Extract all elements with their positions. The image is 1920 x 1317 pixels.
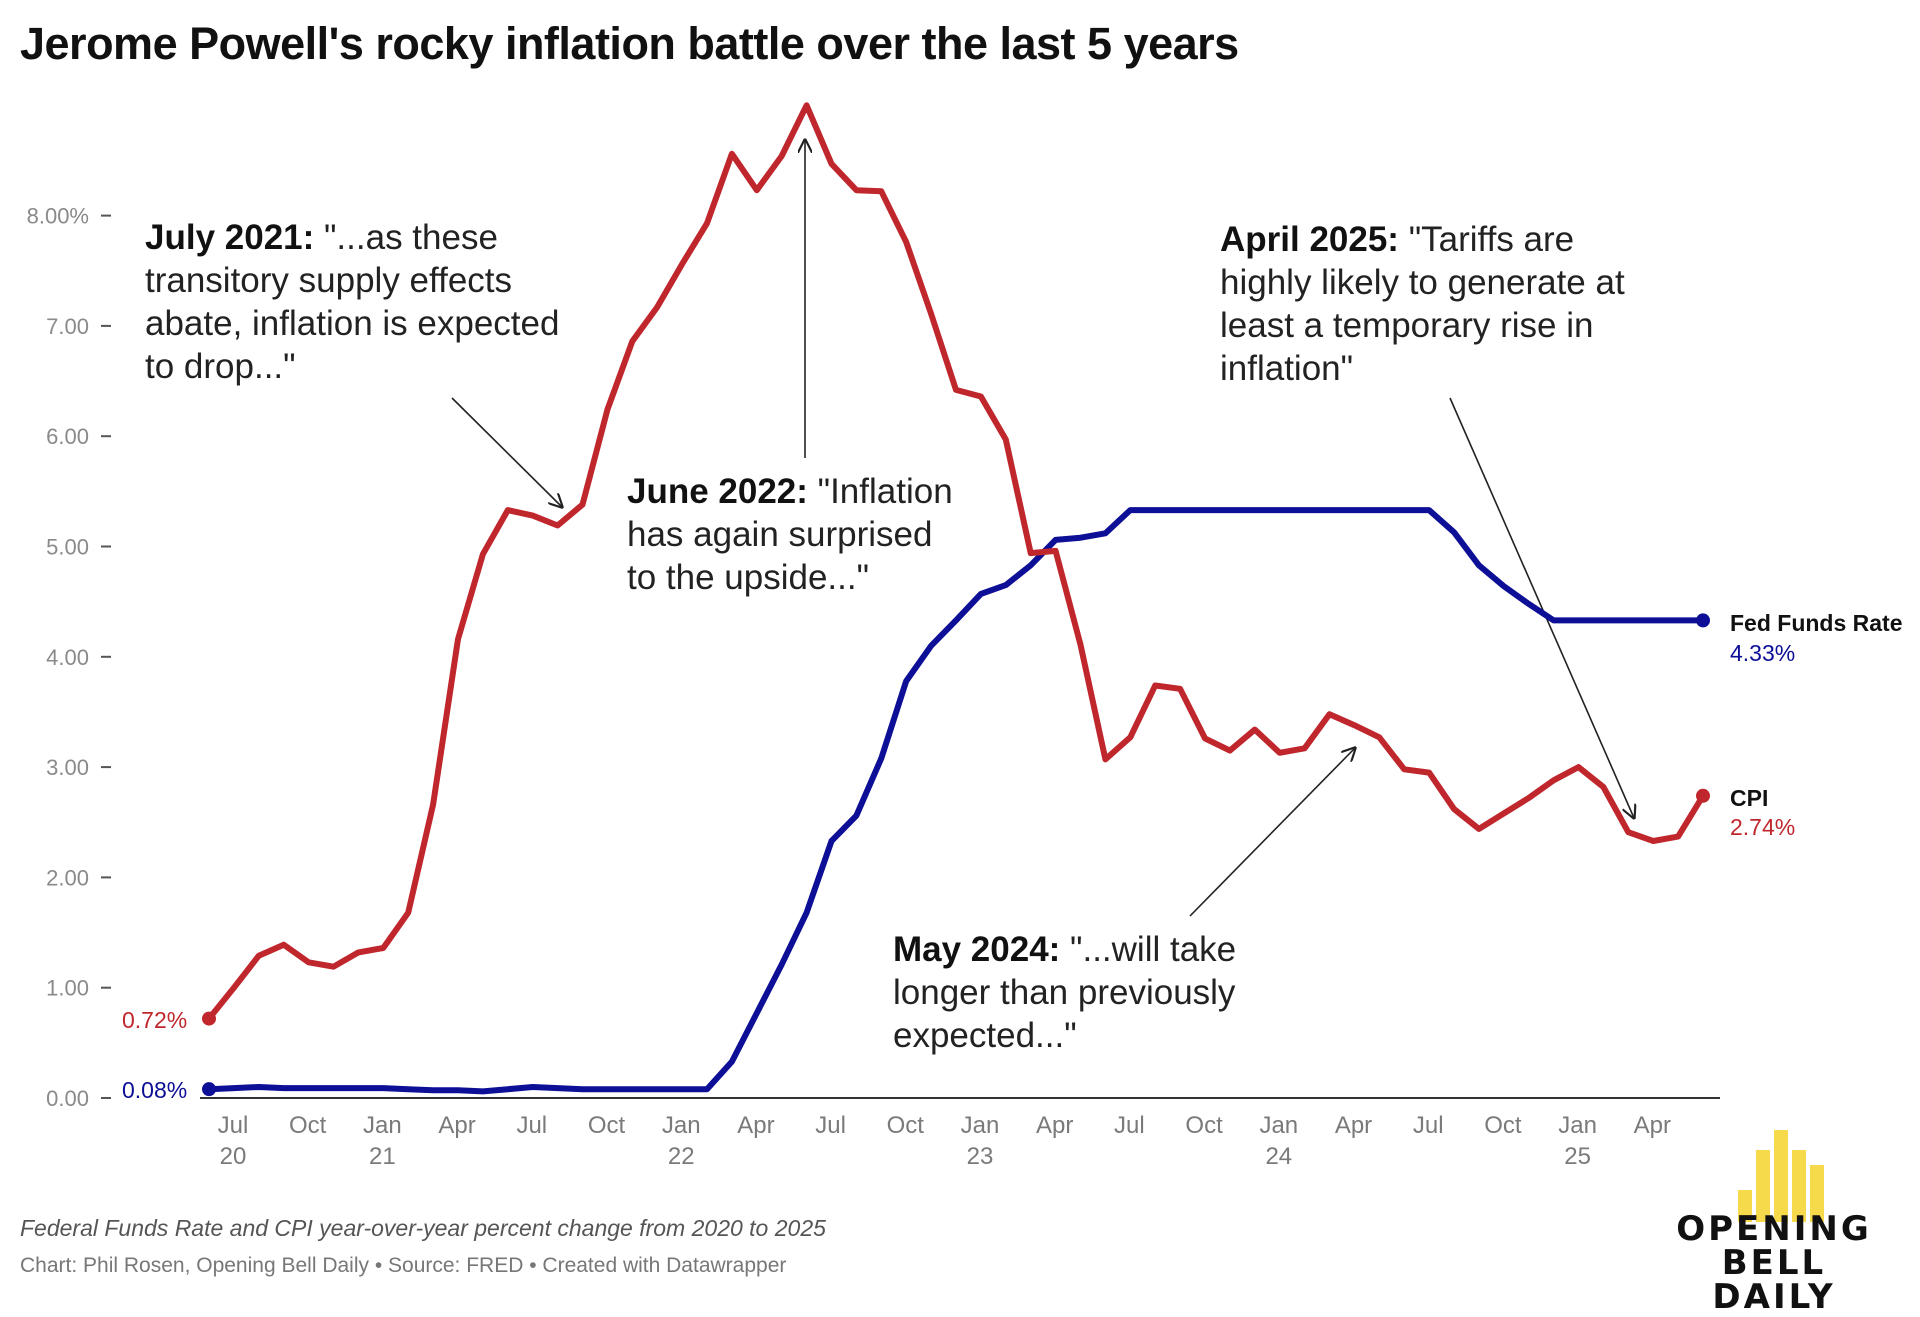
cpi-series-label: CPI xyxy=(1730,785,1769,811)
x-tick-year: 22 xyxy=(668,1143,695,1170)
annotation-may-2024: May 2024: "...will take longer than prev… xyxy=(893,928,1273,1057)
annotation-july-2021: July 2021: "...as these transitory suppl… xyxy=(145,216,565,388)
logo-bar xyxy=(1756,1150,1770,1222)
annotation-arrows xyxy=(451,140,1634,917)
y-tick-label: 6.00 xyxy=(46,424,89,449)
x-tick-label: Jan xyxy=(961,1112,1000,1139)
x-tick-label: Oct xyxy=(289,1112,327,1139)
logo-bars-icon xyxy=(1738,1130,1824,1222)
y-tick-label: 4.00 xyxy=(46,645,89,670)
x-axis: Jul 20 Oct Jan 21 Apr Jul Oct Jan 22 Apr Jul Oct Jan 2… xyxy=(200,1097,1720,1170)
y-tick-label: 0.00 xyxy=(46,1086,89,1111)
fed-funds-rate-start-point xyxy=(202,1082,216,1097)
logo-bar xyxy=(1792,1150,1806,1222)
x-tick-year: 20 xyxy=(220,1143,247,1170)
x-tick-label: Apr xyxy=(1335,1112,1372,1139)
series-lines xyxy=(202,102,1710,1097)
x-tick-label: Oct xyxy=(1484,1112,1522,1139)
x-tick-label: Jul xyxy=(1413,1112,1444,1139)
y-tick-label: 2.00 xyxy=(46,865,89,890)
annotation-quote: "Tariffs are highly likely to generate a… xyxy=(1220,220,1625,388)
arrow-july-2021 xyxy=(451,397,562,507)
logo-bar xyxy=(1738,1190,1752,1222)
logo-bar xyxy=(1774,1130,1788,1222)
cpi-start-value: 0.72% xyxy=(122,1007,188,1033)
chart-description: Federal Funds Rate and CPI year-over-yea… xyxy=(20,1215,826,1241)
y-tick-label: 7.00 xyxy=(46,314,89,339)
fed-funds-end-value: 4.33% xyxy=(1730,640,1796,666)
arrow-may-2024 xyxy=(1189,748,1355,917)
x-tick-label: Apr xyxy=(737,1112,774,1139)
fed-funds-rate-line xyxy=(206,507,1706,1095)
x-tick-year: 25 xyxy=(1564,1143,1591,1170)
y-axis: 0.00 1.00 2.00 3.00 4.00 5.00 6.00 7.00 8.00% xyxy=(27,204,111,1111)
x-tick-label: Jul xyxy=(1114,1112,1145,1139)
logo-line-2: DAILY xyxy=(1712,1277,1836,1317)
chart-credit: Chart: Phil Rosen, Opening Bell Daily • … xyxy=(20,1254,787,1277)
annotation-date: April 2025: xyxy=(1220,220,1399,259)
annotation-date: May 2024: xyxy=(893,930,1061,969)
annotation-april-2025: April 2025: "Tariffs are highly likely t… xyxy=(1220,218,1640,390)
x-tick-label: Jan xyxy=(1259,1112,1298,1139)
annotation-quote: "...will take longer than previously exp… xyxy=(893,930,1237,1055)
x-tick-label: Oct xyxy=(1185,1112,1223,1139)
arrow-april-2025 xyxy=(1449,397,1634,818)
cpi-end-value: 2.74% xyxy=(1730,814,1796,840)
x-tick-label: Jan xyxy=(662,1112,701,1139)
x-tick-label: Jan xyxy=(363,1112,402,1139)
chart-title: Jerome Powell's rocky inflation battle o… xyxy=(20,18,1239,69)
x-tick-year: 24 xyxy=(1265,1143,1292,1170)
x-tick-label: Jul xyxy=(218,1112,249,1139)
cpi-end-point xyxy=(1696,788,1710,803)
x-tick-label: Jul xyxy=(516,1112,547,1139)
x-tick-label: Jul xyxy=(815,1112,846,1139)
x-tick-year: 21 xyxy=(369,1143,396,1170)
fed-funds-start-value: 0.08% xyxy=(122,1077,188,1103)
x-tick-year: 23 xyxy=(967,1143,994,1170)
annotation-quote: "Inflation has again surprised to the up… xyxy=(627,472,953,597)
logo-line-1: OPENING BELL xyxy=(1676,1209,1872,1283)
annotation-quote: "...as these transitory supply effects a… xyxy=(145,218,560,386)
y-tick-label: 8.00% xyxy=(27,204,89,229)
x-tick-label: Jan xyxy=(1558,1112,1597,1139)
cpi-line xyxy=(206,102,1706,1022)
fed-funds-rate-end-point xyxy=(1696,613,1710,628)
y-tick-label: 1.00 xyxy=(46,976,89,1001)
x-tick-label: Apr xyxy=(438,1112,475,1139)
y-tick-label: 5.00 xyxy=(46,535,89,560)
annotation-june-2022: June 2022: "Inflation has again surprise… xyxy=(627,470,957,599)
x-tick-label: Oct xyxy=(887,1112,925,1139)
x-tick-label: Oct xyxy=(588,1112,626,1139)
logo-wordmark: OPENING BELL DAILY xyxy=(1628,1212,1920,1314)
x-tick-label: Apr xyxy=(1036,1112,1073,1139)
fed-funds-series-label: Fed Funds Rate xyxy=(1730,610,1903,636)
annotation-date: July 2021: xyxy=(145,218,315,257)
logo-bar xyxy=(1810,1165,1824,1222)
y-tick-label: 3.00 xyxy=(46,755,89,780)
cpi-start-point xyxy=(202,1011,216,1026)
x-tick-label: Apr xyxy=(1634,1112,1671,1139)
annotation-date: June 2022: xyxy=(627,472,808,511)
